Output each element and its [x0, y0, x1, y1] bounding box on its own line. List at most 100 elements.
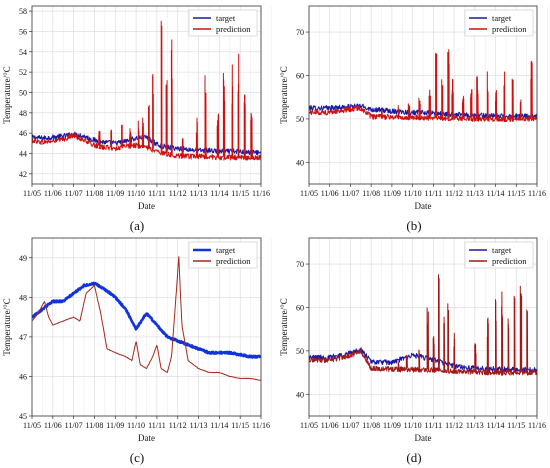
x-tick-label: 11/12: [445, 421, 463, 430]
x-tick-label: 11/11: [148, 189, 166, 198]
y-tick-label: 40: [296, 390, 304, 399]
chart-panel-c: 45 46 47 48 49 11/05 11/06 11/07 11/08 11/09 11/10…: [2, 237, 272, 465]
y-tick-label: 50: [296, 115, 304, 124]
x-tick-label: 11/15: [231, 189, 249, 198]
x-tick-label: 11/09: [383, 421, 401, 430]
plot-area-c: [32, 256, 261, 381]
y-tick-label: 46: [19, 129, 27, 138]
x-tick-label: 11/07: [341, 421, 359, 430]
y-axis-label: Temperature/°C: [279, 298, 289, 355]
x-tick-label: 11/14: [210, 421, 228, 430]
x-tick-label: 11/13: [190, 189, 208, 198]
x-tick-label: 11/15: [507, 189, 525, 198]
x-tick-label: 11/10: [127, 421, 145, 430]
x-tick-label: 11/16: [252, 421, 270, 430]
x-tick-label: 11/09: [106, 189, 124, 198]
series-line-prediction: [32, 256, 261, 381]
x-tick-label: 11/05: [300, 189, 318, 198]
x-tick-label: 11/05: [300, 421, 318, 430]
grid-b: [308, 6, 548, 184]
y-axis-label: Temperature/°C: [2, 66, 12, 123]
y-tick-label: 54: [19, 48, 27, 57]
x-tick-label: 11/06: [321, 421, 339, 430]
x-tick-label: 11/11: [425, 189, 443, 198]
panel-label-d: (d): [406, 450, 421, 465]
series-line-prediction: [309, 49, 537, 122]
panel-label-b: (b): [406, 218, 421, 233]
series-line-target: [309, 103, 537, 120]
x-tick-label: 11/09: [383, 189, 401, 198]
plot-area-d: [309, 274, 537, 376]
x-tick-label: 11/05: [23, 189, 41, 198]
y-tick-label: 50: [19, 88, 27, 97]
plot-frame: [31, 237, 262, 417]
x-tick-label: 11/13: [466, 421, 484, 430]
y-tick-label: 58: [19, 7, 27, 16]
legend-box: [464, 9, 534, 37]
x-tick-label: 11/08: [362, 189, 380, 198]
x-axis-label: Date: [415, 433, 432, 443]
x-axis-label: Date: [415, 201, 432, 211]
x-tick-label: 11/16: [528, 421, 546, 430]
x-tick-label: 11/06: [44, 421, 62, 430]
y-tick-label: 60: [296, 71, 304, 80]
legend-box: [188, 9, 258, 37]
x-tick-label: 11/14: [487, 189, 505, 198]
y-tick-label: 48: [19, 109, 27, 118]
legend-label-prediction: prediction: [216, 24, 251, 34]
x-tick-label: 11/05: [23, 421, 41, 430]
plot-frame: [308, 5, 538, 185]
series-line-target: [32, 281, 261, 359]
x-axis-label: Date: [138, 433, 155, 443]
x-tick-label: 11/11: [425, 421, 443, 430]
x-tick-label: 11/07: [65, 421, 83, 430]
legend-label-target: target: [492, 245, 512, 255]
plot-frame: [308, 237, 538, 417]
x-tick-label: 11/06: [321, 189, 339, 198]
x-tick-label: 11/10: [404, 421, 422, 430]
legend-label-target: target: [492, 13, 512, 23]
legend-label-prediction: prediction: [492, 24, 527, 34]
y-tick-label: 50: [296, 347, 304, 356]
x-tick-label: 11/15: [507, 421, 525, 430]
plot-area-b: [309, 49, 537, 122]
legend-box: [464, 241, 534, 269]
y-tick-label: 47: [19, 333, 27, 342]
x-tick-label: 11/08: [362, 421, 380, 430]
y-tick-label: 70: [296, 28, 304, 37]
legend-label-prediction: prediction: [216, 256, 251, 266]
y-tick-label: 60: [296, 303, 304, 312]
x-tick-label: 11/08: [85, 421, 103, 430]
y-tick-label: 40: [296, 158, 304, 167]
y-tick-label: 44: [19, 149, 27, 158]
panel-label-a: (a): [130, 218, 144, 233]
x-tick-label: 11/12: [169, 421, 187, 430]
y-tick-label: 56: [19, 27, 27, 36]
y-tick-label: 46: [19, 372, 27, 381]
y-tick-label: 45: [19, 412, 27, 421]
x-tick-label: 11/10: [404, 189, 422, 198]
x-tick-label: 11/12: [445, 189, 463, 198]
x-tick-label: 11/13: [466, 189, 484, 198]
x-tick-label: 11/14: [210, 189, 228, 198]
legend-label-prediction: prediction: [492, 256, 527, 266]
y-tick-label: 48: [19, 293, 27, 302]
x-tick-label: 11/07: [341, 189, 359, 198]
x-tick-label: 11/08: [85, 189, 103, 198]
x-tick-label: 11/16: [528, 189, 546, 198]
y-tick-label: 42: [19, 170, 27, 179]
x-tick-label: 11/09: [106, 421, 124, 430]
x-tick-label: 11/15: [231, 421, 249, 430]
x-tick-label: 11/10: [127, 189, 145, 198]
x-tick-label: 11/13: [190, 421, 208, 430]
y-axis-label: Temperature/°C: [279, 66, 289, 123]
series-line-prediction: [309, 274, 537, 376]
series-line-prediction: [32, 20, 261, 161]
